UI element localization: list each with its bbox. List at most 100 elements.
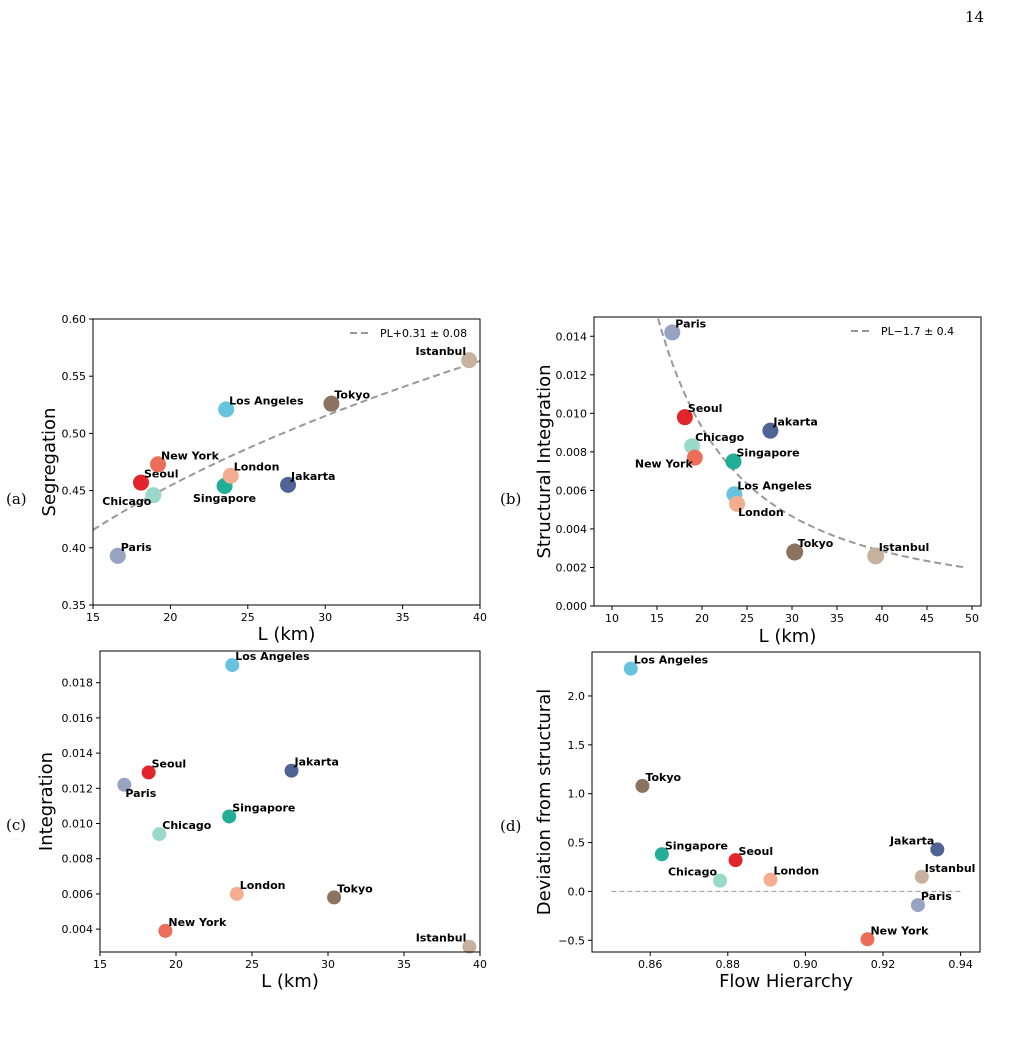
data-point [284,763,299,778]
x-tick-label: 0.86 [638,958,663,971]
x-tick-label: 30 [318,611,332,624]
x-tick-label: 15 [650,612,664,625]
x-tick-label: 0.90 [793,958,818,971]
data-point [860,932,875,947]
point-label: Singapore [193,492,256,505]
x-tick-label: 30 [785,612,799,625]
y-tick-label: 0.016 [62,712,94,725]
point-label: London [738,506,784,519]
data-point [686,449,703,466]
point-label: Istanbul [925,862,976,875]
data-point [150,456,167,473]
point-label: Tokyo [798,537,834,550]
data-point [109,547,126,564]
data-point [635,778,650,793]
x-tick-label: 40 [473,958,487,971]
point-label: Seoul [144,468,179,481]
data-point [117,777,132,792]
point-label: Jakarta [772,416,817,429]
chart-panel-d: 0.86 0.88 0.90 0.92 0.94 −0.5 0.0 0.5 1.0 1.5 2.0 F… [534,651,981,992]
data-point [725,453,742,470]
x-tick-label: 20 [169,958,183,971]
point-label: Paris [121,541,152,554]
point-label: Istanbul [879,541,930,554]
x-tick-label: 40 [473,611,487,624]
y-tick-label: 0.006 [556,484,588,497]
y-tick-label: 0.012 [62,782,94,795]
y-tick-label: 0.008 [556,446,588,459]
x-tick-label: 25 [740,612,754,625]
point-label: London [773,865,819,878]
data-point [222,467,239,484]
data-point [323,395,340,412]
x-tick-label: 25 [241,611,255,624]
x-tick-label: 35 [396,611,410,624]
x-tick-label: 30 [321,958,335,971]
point-label: London [234,461,280,474]
y-tick-label: −0.5 [558,934,585,947]
chart-panel-a: 15 20 25 30 35 40 0.35 0.40 0.45 0.50 0.55 0.60 L (k… [39,313,487,645]
y-tick-label: 0.0 [568,885,586,898]
point-label: Istanbul [416,345,467,358]
point-label: Chicago [695,431,744,444]
point-label: Paris [675,317,706,330]
data-point [462,939,477,954]
y-tick-label: 0.004 [62,923,94,936]
point-label: Tokyo [645,771,681,784]
point-label: Chicago [668,866,717,879]
x-axis-label: L (km) [261,971,319,992]
point-label: Tokyo [337,882,373,895]
x-tick-label: 35 [830,612,844,625]
x-axis-label: L (km) [258,624,316,645]
x-tick-label: 15 [93,958,107,971]
plot-frame [593,316,982,607]
point-label: Chicago [162,819,211,832]
point-label: Istanbul [416,932,467,945]
point-label: London [240,879,286,892]
x-tick-label: 15 [86,611,100,624]
y-tick-label: 0.014 [62,747,94,760]
plot-frame [99,650,481,953]
point-label: Singapore [232,801,295,814]
y-tick-label: 0.40 [62,542,87,555]
data-point [218,401,235,418]
data-point [728,853,743,868]
panel-letter-c: (c) [6,816,27,834]
x-tick-label: 35 [397,958,411,971]
y-tick-label: 1.5 [568,739,586,752]
data-point [676,409,693,426]
fit-line [93,360,480,531]
plot-frame [92,318,481,606]
point-label: Jakarta [294,756,339,769]
x-tick-label: 0.92 [871,958,896,971]
data-point [910,898,925,913]
legend-text: PL+0.31 ± 0.08 [380,327,467,340]
data-point [141,765,156,780]
y-tick-label: 0.018 [62,677,94,690]
point-label: Los Angeles [634,654,709,667]
point-label: Los Angeles [737,479,812,492]
point-label: Tokyo [334,389,370,402]
x-tick-label: 20 [695,612,709,625]
point-label: New York [870,924,929,937]
data-point [762,422,779,439]
data-point [729,495,746,512]
x-tick-label: 0.94 [948,958,973,971]
x-tick-label: 45 [920,612,934,625]
y-tick-label: 0.60 [62,313,87,326]
panel-letter-b: (b) [500,490,522,508]
data-point [461,352,478,369]
y-axis-label: Integration [36,752,57,851]
point-label: Singapore [665,839,728,852]
x-tick-label: 20 [163,611,177,624]
y-tick-label: 0.008 [62,853,94,866]
x-axis-label: Flow Hierarchy [719,971,853,992]
x-tick-label: 10 [605,612,619,625]
point-label: Jakarta [889,834,934,847]
fit-line [656,317,964,569]
y-tick-label: 0.35 [62,599,87,612]
x-tick-label: 40 [875,612,889,625]
point-label: Paris [125,787,156,800]
x-tick-label: 50 [965,612,979,625]
